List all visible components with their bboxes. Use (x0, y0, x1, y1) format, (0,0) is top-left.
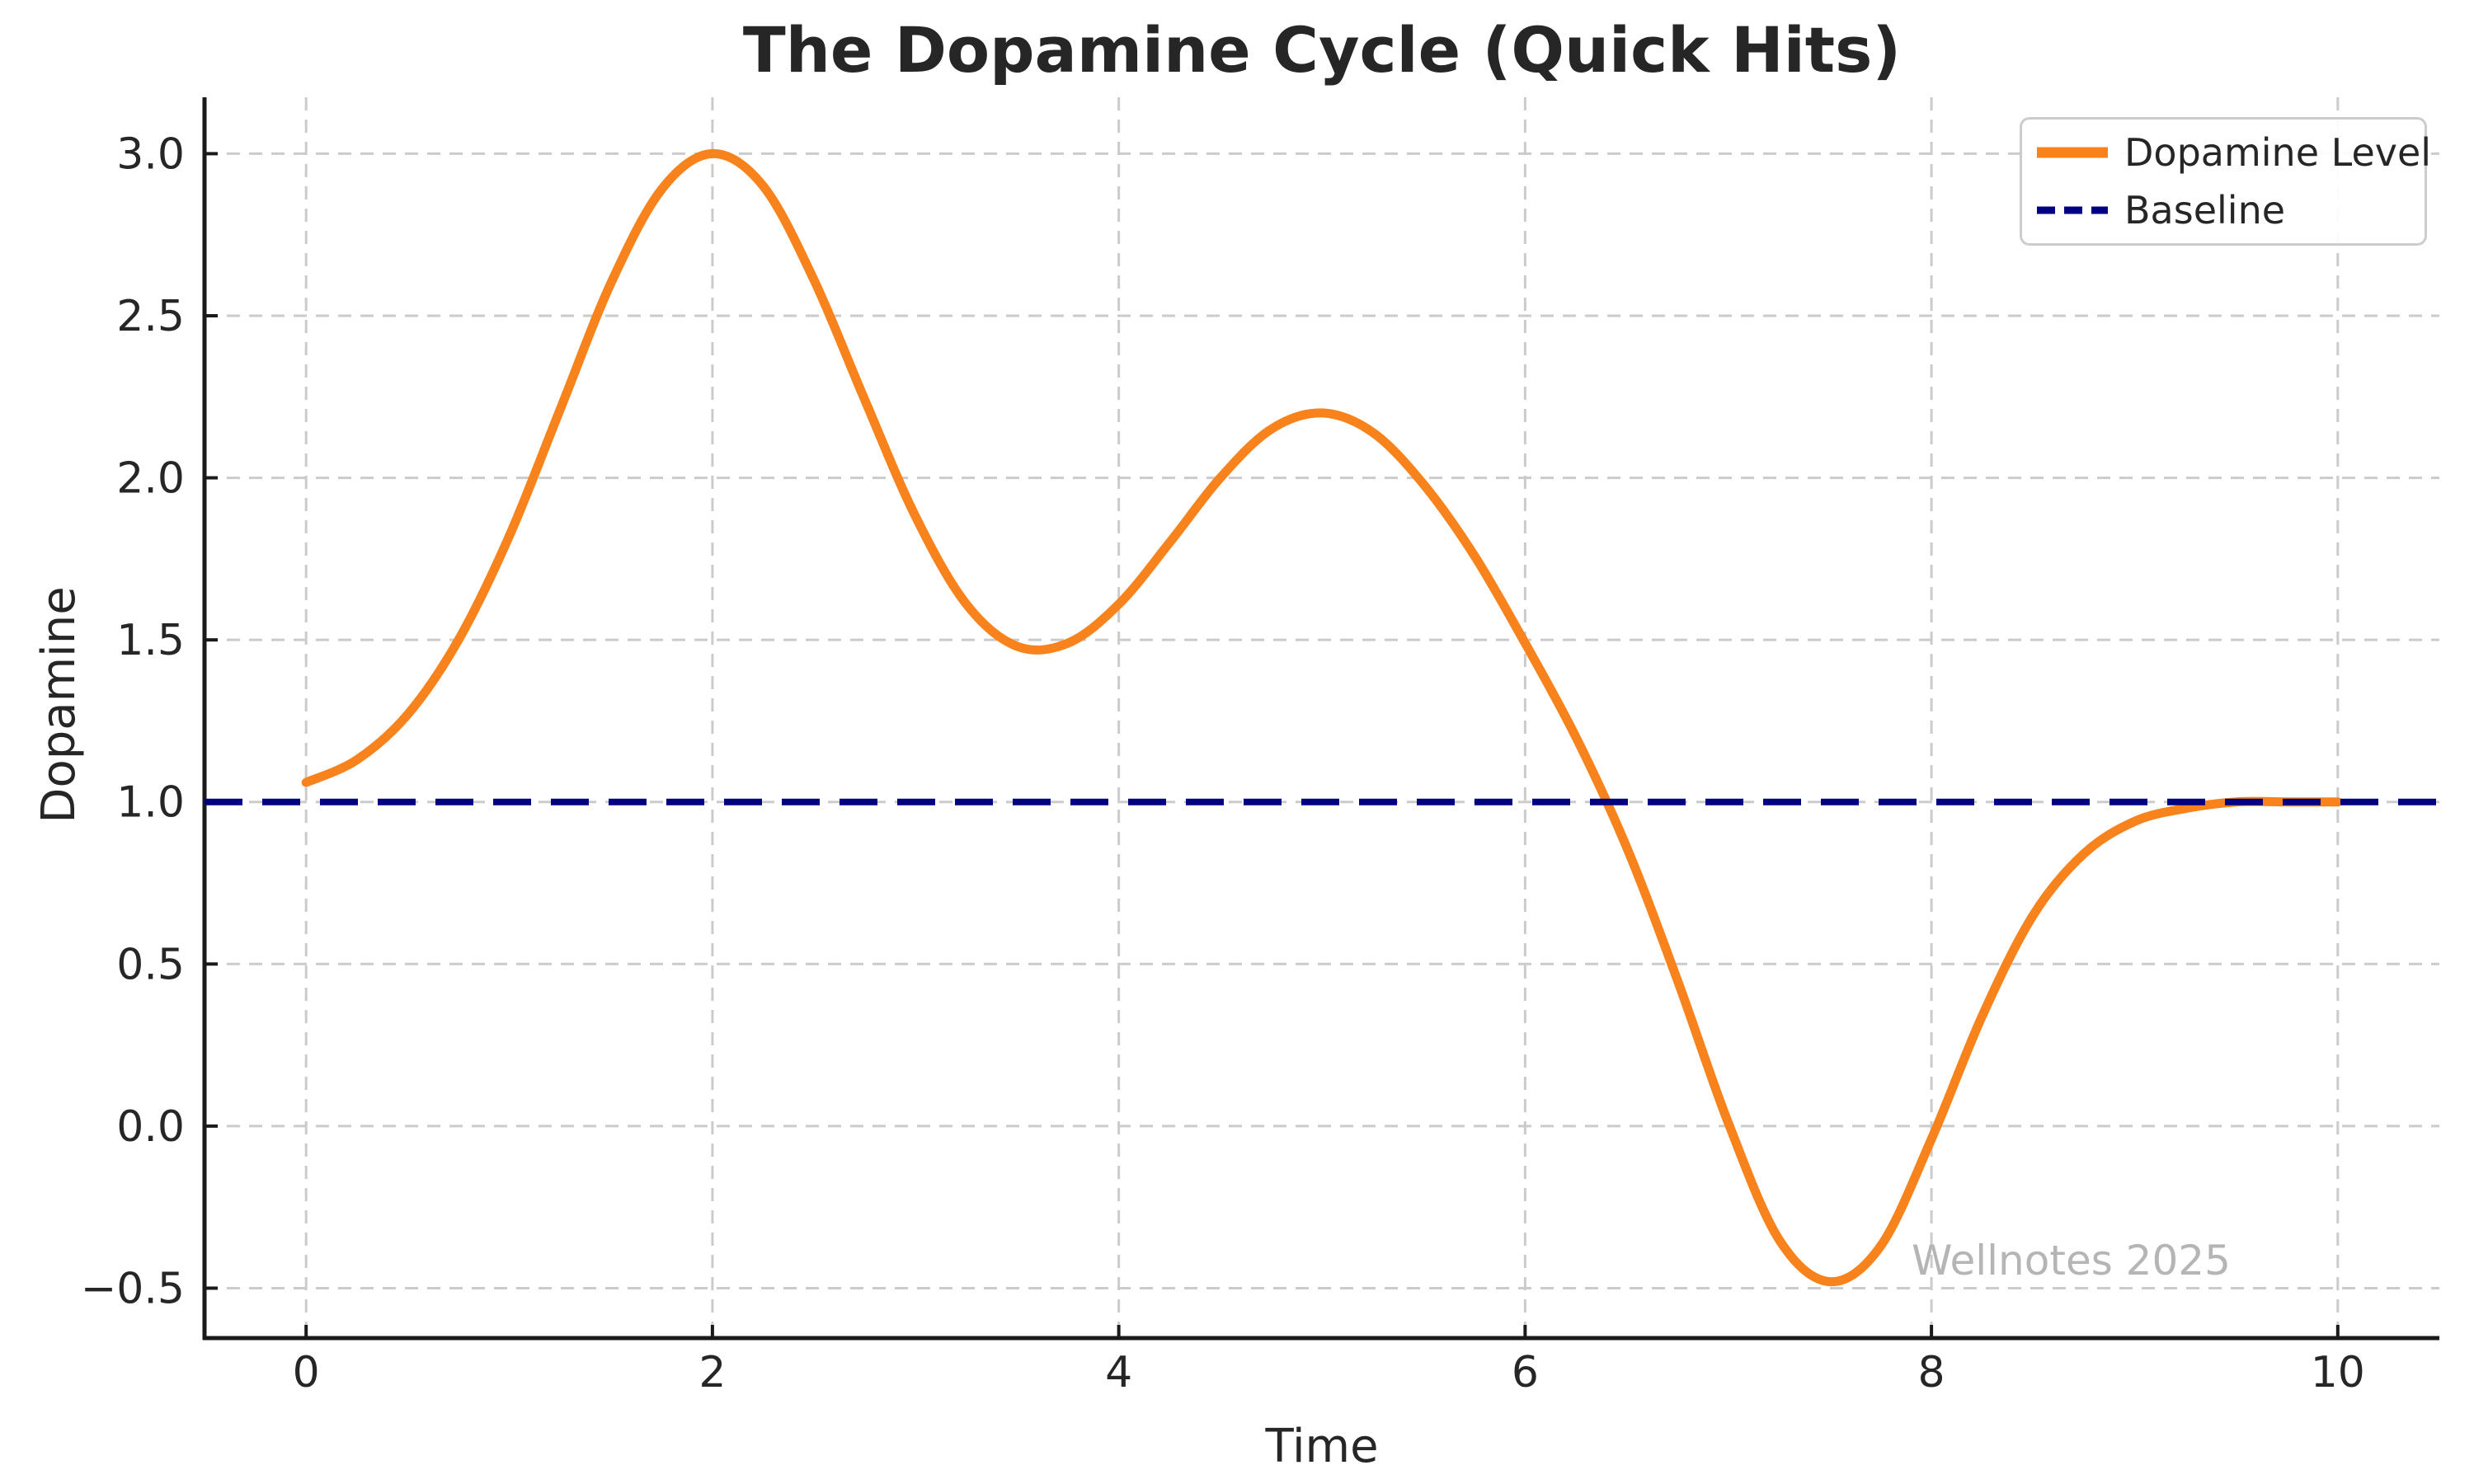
legend-swatch-solid-line (2035, 143, 2109, 162)
y-tick-label: 1.5 (116, 616, 185, 665)
x-tick-label: 4 (1105, 1348, 1132, 1397)
y-axis-label: Dopamine (32, 586, 86, 824)
x-tick-label: 0 (293, 1348, 320, 1397)
y-tick-label: 1.0 (116, 778, 185, 828)
y-tick-label: 0.5 (116, 940, 185, 989)
y-tick-label: 0.0 (116, 1102, 185, 1152)
chart-title: The Dopamine Cycle (Quick Hits) (742, 13, 1902, 87)
watermark-text: Wellnotes 2025 (1912, 1237, 2231, 1284)
dopamine-curve (301, 148, 2343, 1287)
x-axis-label: Time (1265, 1420, 1379, 1473)
x-tick-label: 10 (2311, 1348, 2365, 1397)
spine-layer (202, 97, 2439, 1341)
y-tick-label: 3.0 (116, 129, 185, 179)
x-tick-label: 6 (1512, 1348, 1539, 1397)
y-tick-label: 2.0 (116, 454, 185, 504)
tick-layer: 0 2 4 6 8 10 −0.5 0.0 0.5 1.0 1.5 2.0 2.5 3.0 (81, 129, 2365, 1397)
grid-layer (205, 97, 2439, 1338)
legend-label: Dopamine Level (2124, 130, 2432, 175)
legend-item-dopamine: Dopamine Level (2035, 128, 2431, 177)
y-tick-label: 2.5 (116, 292, 185, 341)
legend-label: Baseline (2124, 188, 2286, 232)
legend-swatch-dashed-line (2035, 201, 2109, 219)
y-tick-label: −0.5 (81, 1264, 185, 1313)
legend-box: Dopamine Level Baseline (2020, 117, 2431, 246)
x-tick-label: 8 (1918, 1348, 1945, 1397)
legend-item-baseline: Baseline (2035, 186, 2411, 235)
series-layer (205, 148, 2439, 1287)
x-tick-label: 2 (698, 1348, 726, 1397)
